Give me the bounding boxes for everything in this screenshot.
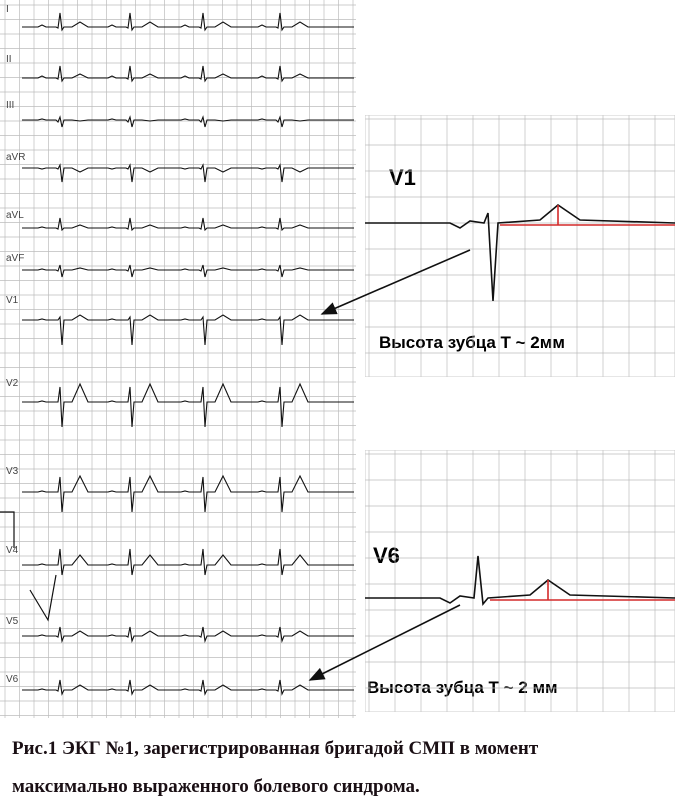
lead-label-iii: III	[6, 100, 14, 111]
calibration-pulse	[0, 511, 15, 548]
lead-label-v3: V3	[6, 466, 19, 477]
lead-label-ii: II	[6, 54, 12, 65]
inset-v6: V6 Высота зубца Т ~ 2 мм	[365, 450, 675, 712]
lead-label-v6: V6	[6, 674, 19, 685]
trace-avf	[22, 264, 354, 278]
arrow-v6	[308, 604, 461, 681]
lead-label-avr: aVR	[6, 152, 25, 163]
lead-label-avf: aVF	[6, 253, 24, 264]
trace-i	[22, 12, 354, 32]
trace-v3	[22, 474, 354, 513]
caption-line-1: Рис.1 ЭКГ №1, зарегистрированная бригадо…	[12, 738, 539, 759]
trace-v6	[22, 679, 354, 696]
trace-v1	[22, 314, 354, 346]
inset-v1-annotation: Высота зубца Т ~ 2мм	[379, 333, 565, 352]
trace-v4	[22, 548, 354, 576]
trace-avl	[22, 217, 354, 232]
ecg-grid	[365, 115, 675, 377]
lead-label-v2: V2	[6, 378, 19, 389]
inset-v1-lead-label: V1	[389, 165, 416, 190]
lead-label-v4: V4	[6, 545, 19, 556]
figure-caption: Рис.1 ЭКГ №1, зарегистрированная бригадо…	[12, 730, 682, 806]
trace-v5	[22, 626, 354, 644]
trace-iii	[22, 115, 354, 128]
inset-v1-svg: V1 Высота зубца Т ~ 2мм	[365, 115, 675, 377]
trace-avr	[22, 163, 354, 183]
inset-v6-svg: V6 Высота зубца Т ~ 2 мм	[365, 450, 675, 712]
trace-ii	[22, 65, 354, 83]
ecg-grid	[365, 450, 675, 712]
inset-v6-trace	[365, 555, 675, 606]
inset-v1: V1 Высота зубца Т ~ 2мм	[365, 115, 675, 377]
inset-v6-annotation: Высота зубца Т ~ 2 мм	[367, 678, 558, 697]
artifact-trace	[29, 574, 57, 622]
lead-label-avl: aVL	[6, 210, 24, 221]
inset-v6-lead-label: V6	[373, 543, 400, 568]
trace-v2	[22, 382, 354, 428]
caption-line-2: максимально выраженного болевого синдром…	[12, 776, 420, 797]
ecg-12-lead-strip: I II III aVR aVL aVF V1 V2 V3 V4 V5 V6	[0, 0, 356, 718]
lead-label-v5: V5	[6, 616, 19, 627]
inset-v1-trace	[365, 203, 675, 302]
ecg-grid	[0, 0, 356, 718]
arrow-v1	[320, 249, 471, 315]
lead-label-v1: V1	[6, 295, 19, 306]
lead-label-i: I	[6, 4, 9, 15]
